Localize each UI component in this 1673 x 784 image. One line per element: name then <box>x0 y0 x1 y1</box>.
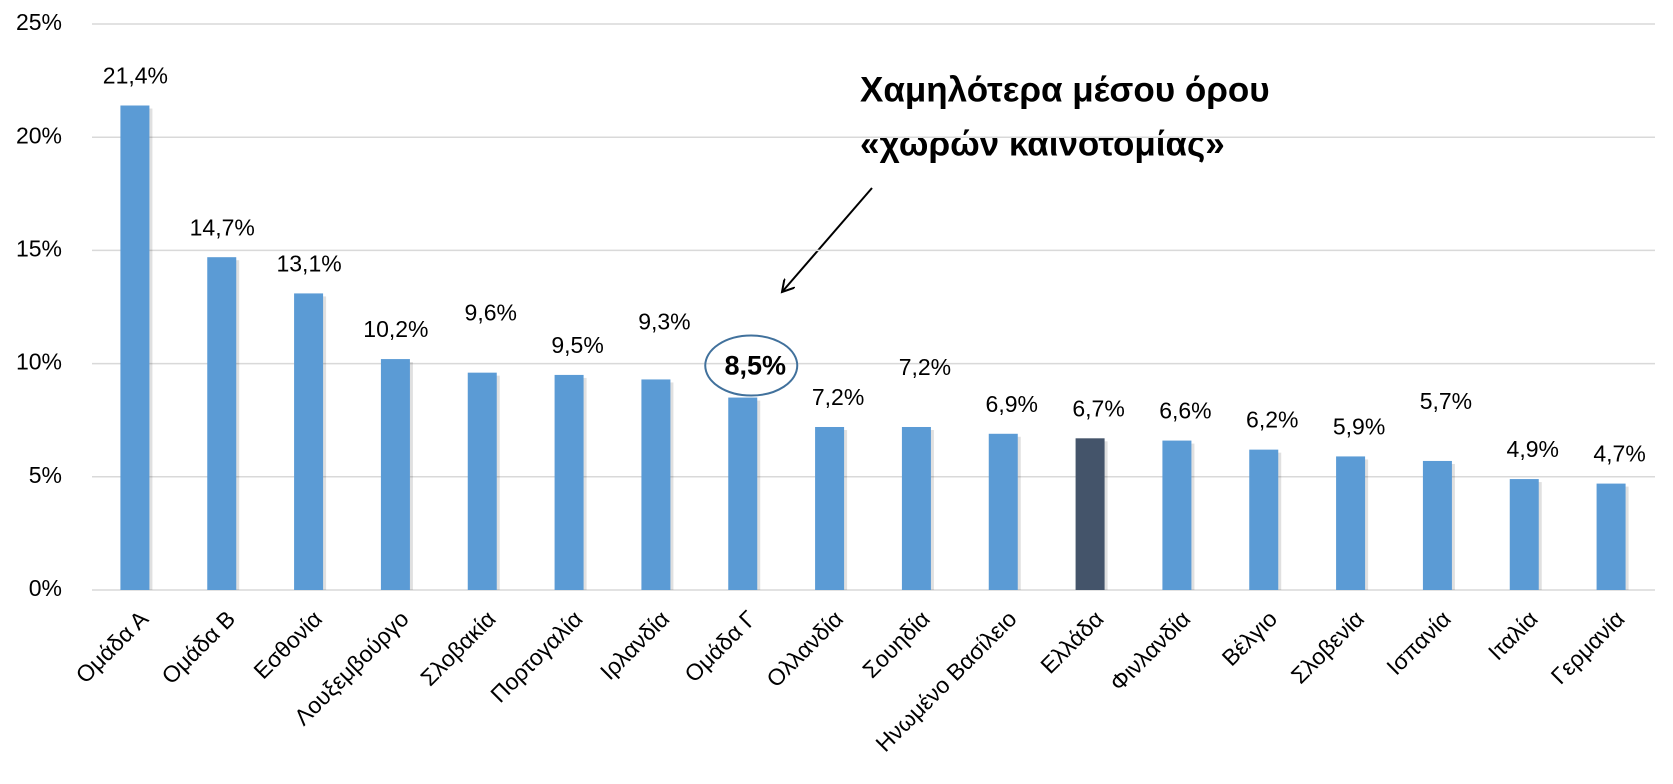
value-label: 10,2% <box>363 316 428 342</box>
value-label: 7,2% <box>899 354 951 380</box>
bar <box>120 105 150 590</box>
x-tick-label: Ισπανία <box>1381 605 1455 679</box>
bar <box>380 359 410 590</box>
highlight-ellipse <box>704 334 799 397</box>
x-tick-label: Εσθονία <box>248 605 327 684</box>
bar <box>1075 438 1105 590</box>
bar <box>1249 449 1279 590</box>
annotation: «χωρών καινοτομίας» <box>860 124 1225 163</box>
x-tick-label: Ιρλανδία <box>595 605 674 684</box>
value-label: 9,5% <box>551 332 603 358</box>
value-label: 9,6% <box>465 300 517 326</box>
bar <box>294 293 324 590</box>
value-label: 6,9% <box>986 391 1038 417</box>
bar <box>467 372 497 590</box>
x-tick-label: Ομάδα Γ <box>679 605 761 687</box>
value-label: 13,1% <box>276 250 341 276</box>
x-tick-label: Γερμανία <box>1546 605 1630 689</box>
bar <box>1509 479 1539 590</box>
x-tick-label: Ολλανδία <box>761 605 848 692</box>
x-tick-label: Πορτογαλία <box>485 605 587 707</box>
bar <box>1336 456 1366 590</box>
value-label: 5,9% <box>1333 414 1385 440</box>
x-tick-label: Ομάδα Α <box>71 605 154 688</box>
value-label: 9,3% <box>638 309 690 335</box>
y-tick-label: 25% <box>16 9 62 35</box>
bar <box>728 397 758 590</box>
value-label: 5,7% <box>1420 388 1472 414</box>
x-tick-label: Ελλάδα <box>1035 605 1108 678</box>
y-tick-label: 20% <box>16 122 62 148</box>
bar <box>815 426 845 590</box>
bar <box>641 379 671 590</box>
x-tick-label: Φινλανδία <box>1105 605 1196 696</box>
y-tick-label: 10% <box>16 349 62 375</box>
x-tick-label: Βέλγιο <box>1217 605 1282 670</box>
value-label: 4,9% <box>1507 436 1559 462</box>
value-label: 6,2% <box>1246 407 1298 433</box>
value-label: 21,4% <box>103 63 168 89</box>
bar <box>207 257 237 590</box>
bar <box>901 426 931 590</box>
bar <box>988 433 1018 590</box>
bar <box>1422 460 1452 590</box>
x-tick-label: Ομάδα Β <box>156 605 240 689</box>
value-label: 6,6% <box>1159 398 1211 424</box>
arrow <box>782 187 873 292</box>
x-tick-label: Σλοβακία <box>415 605 500 690</box>
x-tick-label: Σλοβενία <box>1286 605 1369 688</box>
value-label: 6,7% <box>1072 395 1124 421</box>
value-label: 14,7% <box>190 214 255 240</box>
bar <box>1162 440 1192 590</box>
value-label: 8,5% <box>724 351 786 381</box>
x-tick-label: Ιταλία <box>1483 605 1543 665</box>
y-tick-label: 0% <box>29 575 62 601</box>
annotation: Χαμηλότερα μέσου όρου <box>860 70 1270 109</box>
value-label: 7,2% <box>812 384 864 410</box>
y-tick-label: 5% <box>29 462 62 488</box>
bar <box>554 374 584 590</box>
value-label: 4,7% <box>1593 441 1645 467</box>
bar <box>1596 483 1626 590</box>
y-tick-label: 15% <box>16 235 62 261</box>
x-tick-label: Σουηδία <box>857 605 934 682</box>
